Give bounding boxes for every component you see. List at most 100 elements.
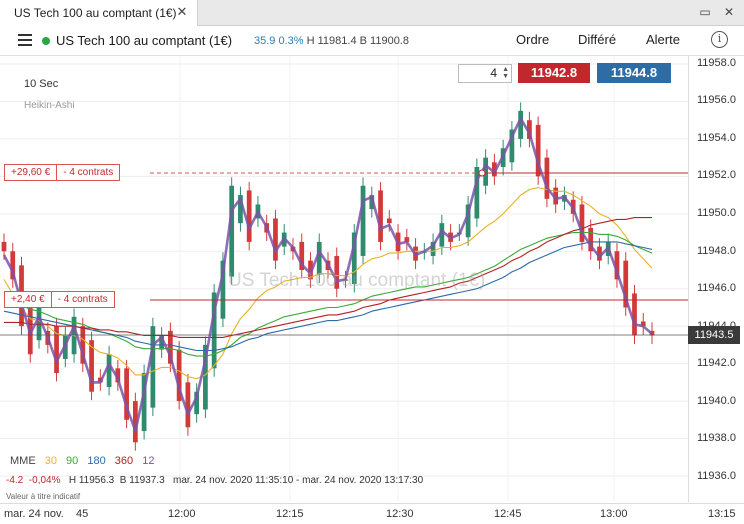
time-axis[interactable]: mar. 24 nov. 45 12:00 12:15 12:30 12:45 … — [0, 503, 744, 524]
candle-body — [465, 204, 471, 238]
ohlc-range: mar. 24 nov. 2020 11:35:10 - mar. 24 nov… — [173, 475, 424, 486]
candle-body — [299, 241, 305, 270]
candle-body — [141, 373, 147, 432]
alert-button[interactable]: Alerte — [646, 32, 680, 47]
interval-label[interactable]: 10 Sec — [24, 78, 59, 90]
indicator-legend[interactable]: MME 30 90 180 360 12 — [10, 455, 160, 467]
ohlc-change-pct: -0,04% — [28, 475, 61, 486]
candle-body — [386, 218, 392, 224]
candle-body — [614, 251, 620, 280]
close-icon[interactable]: ✕ — [176, 4, 188, 19]
candle-body — [246, 190, 252, 242]
toolbar: US Tech 100 au comptant (1€) 35.9 0.3% H… — [0, 26, 744, 56]
candle-body — [159, 335, 164, 350]
quantity-input[interactable]: 4 ▲ ▼ — [458, 64, 512, 83]
candle-body — [334, 255, 340, 289]
position-label-2[interactable]: +2,40 € - 4 contrats — [4, 291, 115, 308]
price-tick: 11950.0 — [697, 207, 736, 219]
market-open-status-icon — [42, 37, 50, 45]
candle-body — [176, 349, 182, 402]
price-tick: 11938.0 — [697, 432, 736, 444]
indicative-value-note: Valeur à titre indicatif — [6, 492, 81, 501]
quote-summary: 35.9 0.3% H 11981.4 B 11900.8 — [254, 35, 409, 47]
candle-body — [579, 204, 585, 242]
price-tick: 11952.0 — [697, 169, 736, 181]
minimize-icon[interactable]: ▭ — [699, 5, 711, 19]
deferred-order-button[interactable]: Différé — [578, 32, 617, 47]
ema-line-360 — [4, 217, 652, 338]
tab-instrument[interactable]: US Tech 100 au comptant (1€) ✕ — [0, 0, 198, 26]
candle-body — [369, 195, 375, 210]
candle-body — [229, 185, 235, 277]
position-entry-marker — [478, 169, 486, 177]
candle-body — [106, 354, 112, 388]
candle-body — [115, 368, 121, 383]
candle-body — [1, 241, 7, 252]
candle-body — [597, 246, 602, 261]
time-tick: 12:15 — [276, 508, 304, 520]
order-button[interactable]: Ordre — [516, 32, 550, 47]
time-tick: 12:45 — [494, 508, 522, 520]
price-tick: 11948.0 — [697, 245, 736, 257]
price-tick: 11940.0 — [697, 395, 736, 407]
candle-body — [132, 401, 138, 443]
price-tick: 11936.0 — [697, 470, 736, 482]
candle-body — [194, 391, 200, 415]
quote-high: H 11981.4 — [306, 35, 357, 47]
ohlc-change: -4.2 — [6, 475, 24, 486]
price-tick: 11946.0 — [697, 282, 736, 294]
candle-body — [632, 293, 637, 336]
time-tick: 12:00 — [168, 508, 196, 520]
legend-ema-360: 360 — [114, 455, 134, 467]
candle-body — [316, 241, 322, 275]
legend-ema-90: 90 — [66, 455, 79, 467]
hamburger-menu-icon[interactable] — [18, 34, 32, 46]
ema-line-180 — [3, 241, 653, 352]
quote-low: B 11900.8 — [359, 35, 409, 47]
candle-body — [588, 227, 594, 252]
candle-body — [474, 167, 480, 219]
sell-button[interactable]: 11942.8 — [518, 63, 590, 83]
ohlc-low: B 11937.3 — [119, 475, 165, 486]
close-window-icon[interactable]: ✕ — [723, 5, 735, 19]
info-icon[interactable]: i — [711, 31, 728, 48]
legend-ema-12: 12 — [142, 455, 155, 467]
candle-body — [150, 326, 156, 408]
candle-body — [10, 251, 16, 280]
ohlc-summary: -4.2 -0,04% H 11956.3 B 11937.3 mar. 24 … — [6, 475, 423, 486]
tab-title: US Tech 100 au comptant (1€) — [14, 6, 177, 20]
candle-body — [404, 237, 410, 242]
candle-body — [553, 187, 559, 205]
time-tick: 13:00 — [600, 508, 628, 520]
candle-body — [527, 120, 532, 139]
position-pl: +2,40 € — [5, 292, 52, 307]
price-tick: 11956.0 — [697, 94, 736, 106]
price-tick: 11942.0 — [697, 357, 736, 369]
buy-button[interactable]: 11944.8 — [597, 63, 671, 83]
ema-line-30 — [3, 187, 653, 380]
candle-body — [492, 162, 497, 177]
price-axis[interactable]: 11958.0 11956.0 11954.0 11952.0 11950.0 … — [688, 56, 744, 502]
ohlc-high: H 11956.3 — [68, 475, 115, 486]
price-tick: 11958.0 — [697, 57, 736, 69]
candle-body — [509, 129, 515, 163]
position-label-1[interactable]: +29,60 € - 4 contrats — [4, 164, 121, 181]
quantity-stepper-icon[interactable]: ▲ ▼ — [502, 66, 509, 80]
candle-body — [168, 330, 173, 364]
candle-body — [80, 326, 86, 364]
candle-body — [518, 110, 524, 139]
time-tick: 13:15 — [708, 508, 736, 520]
candle-body — [220, 260, 226, 319]
instrument-name[interactable]: US Tech 100 au comptant (1€) — [56, 33, 233, 48]
time-tick: mar. 24 nov. — [4, 508, 64, 520]
candle-body — [54, 326, 59, 373]
candle-body — [351, 232, 357, 285]
candle-body — [124, 368, 129, 420]
chart-style-label[interactable]: Heikin-Ashi — [24, 100, 75, 111]
time-tick: 45 — [76, 508, 89, 520]
price-chart[interactable] — [0, 56, 688, 502]
candle-body — [544, 157, 550, 199]
current-price-badge: 11943.5 — [688, 326, 740, 344]
quote-change: 35.9 — [254, 35, 276, 47]
quote-change-pct: 0.3% — [278, 35, 304, 47]
